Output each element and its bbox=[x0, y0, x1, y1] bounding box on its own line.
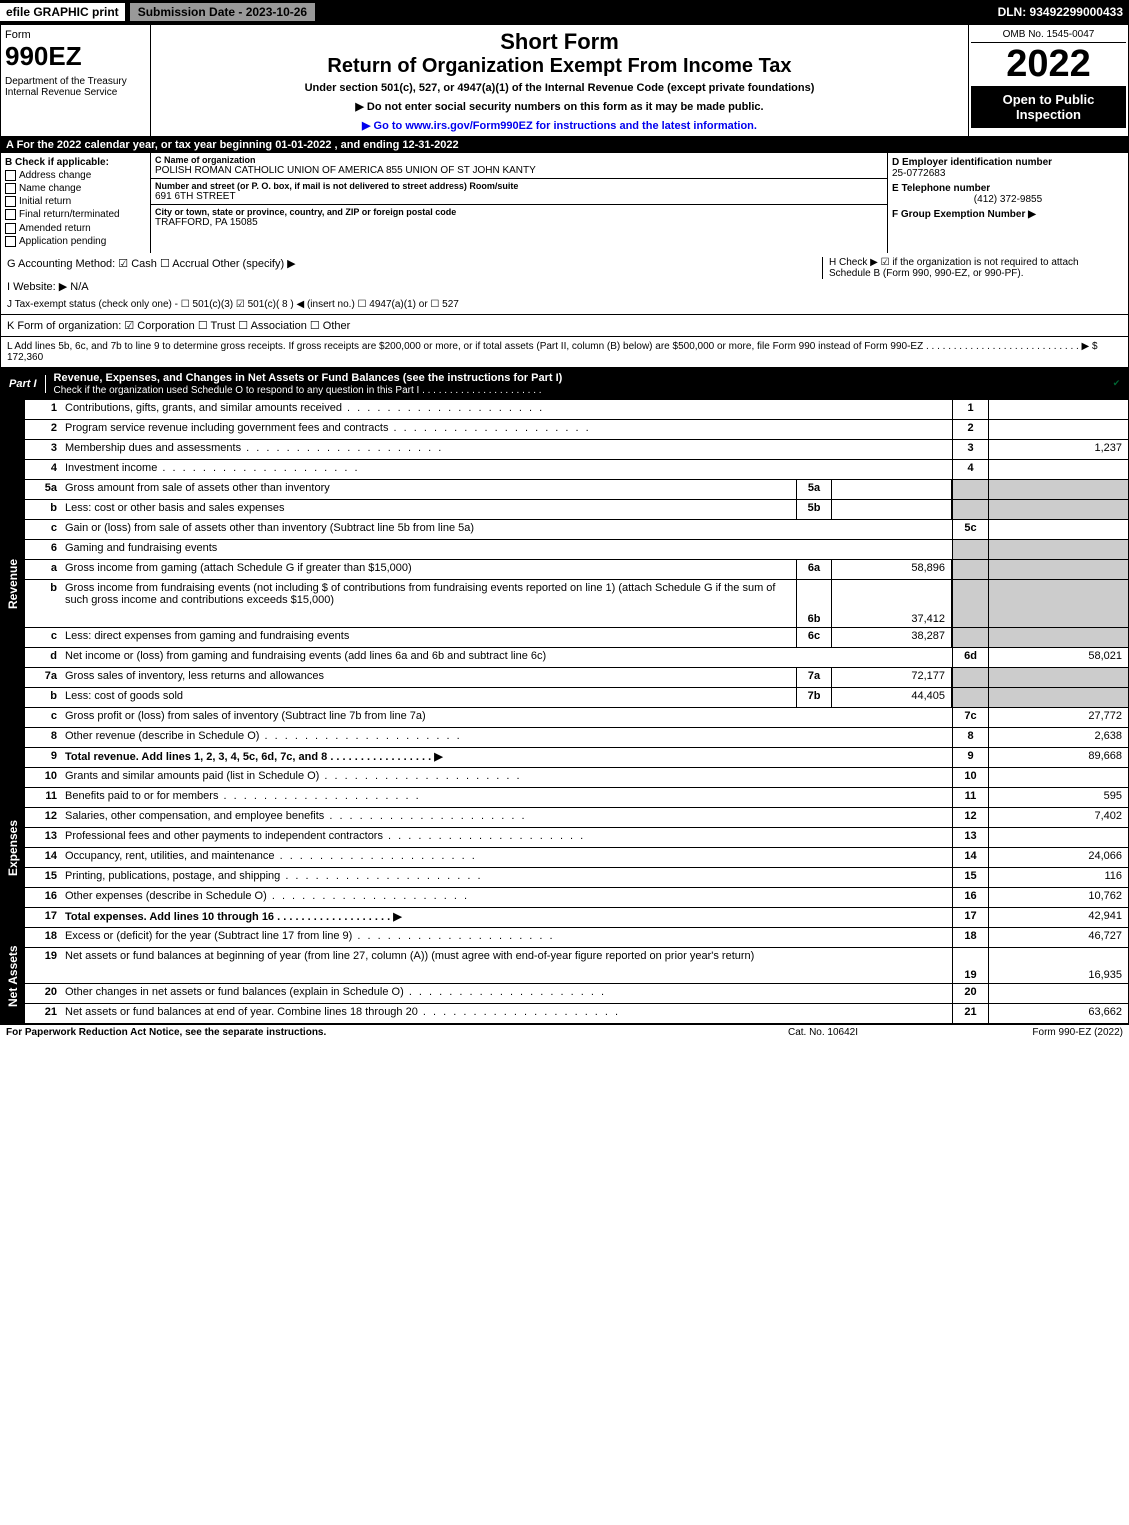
footer-mid: Cat. No. 10642I bbox=[723, 1027, 923, 1038]
column-c: C Name of organization POLISH ROMAN CATH… bbox=[151, 153, 888, 253]
line-6: 6Gaming and fundraising events bbox=[25, 540, 1128, 560]
footer-right: Form 990-EZ (2022) bbox=[923, 1027, 1123, 1038]
line-1: 1Contributions, gifts, grants, and simil… bbox=[25, 400, 1128, 420]
row-l: L Add lines 5b, 6c, and 7b to line 9 to … bbox=[0, 337, 1129, 368]
checkbox-initial-return[interactable]: Initial return bbox=[5, 196, 146, 207]
line-13: 13Professional fees and other payments t… bbox=[25, 828, 1128, 848]
page-footer: For Paperwork Reduction Act Notice, see … bbox=[0, 1024, 1129, 1040]
checkbox-address-change[interactable]: Address change bbox=[5, 170, 146, 181]
part-1-title: Revenue, Expenses, and Changes in Net As… bbox=[46, 369, 1108, 399]
department-label: Department of the Treasury Internal Reve… bbox=[5, 76, 146, 98]
row-h: H Check ▶ ☑ if the organization is not r… bbox=[822, 257, 1122, 279]
form-header: Form 990EZ Department of the Treasury In… bbox=[0, 24, 1129, 137]
telephone-label: E Telephone number bbox=[892, 183, 1124, 194]
org-name-label: C Name of organization bbox=[155, 155, 883, 165]
line-5a: 5aGross amount from sale of assets other… bbox=[25, 480, 1128, 500]
ein-label: D Employer identification number bbox=[892, 157, 1124, 168]
part-1-tab: Part I bbox=[1, 375, 46, 393]
line-18: 18Excess or (deficit) for the year (Subt… bbox=[25, 928, 1128, 948]
row-l-text: L Add lines 5b, 6c, and 7b to line 9 to … bbox=[7, 341, 1098, 352]
line-3: 3Membership dues and assessments31,237 bbox=[25, 440, 1128, 460]
line-11: 11Benefits paid to or for members11595 bbox=[25, 788, 1128, 808]
line-4: 4Investment income4 bbox=[25, 460, 1128, 480]
short-form-label: Short Form bbox=[155, 29, 964, 55]
row-i: I Website: ▶ N/A bbox=[7, 280, 1122, 293]
footer-left: For Paperwork Reduction Act Notice, see … bbox=[6, 1027, 723, 1038]
col-b-header: B Check if applicable: bbox=[5, 157, 146, 168]
city-state-zip: TRAFFORD, PA 15085 bbox=[155, 217, 883, 228]
line-6d: dNet income or (loss) from gaming and fu… bbox=[25, 648, 1128, 668]
line-15: 15Printing, publications, postage, and s… bbox=[25, 868, 1128, 888]
part-1-checkbox[interactable] bbox=[1108, 378, 1128, 390]
checkbox-final-return[interactable]: Final return/terminated bbox=[5, 209, 146, 220]
part-1-header: Part I Revenue, Expenses, and Changes in… bbox=[0, 368, 1129, 400]
column-d: D Employer identification number 25-0772… bbox=[888, 153, 1128, 253]
expenses-side-label: Expenses bbox=[1, 768, 25, 928]
line-5c: cGain or (loss) from sale of assets othe… bbox=[25, 520, 1128, 540]
line-14: 14Occupancy, rent, utilities, and mainte… bbox=[25, 848, 1128, 868]
open-to-public: Open to Public Inspection bbox=[971, 86, 1126, 128]
line-7c: cGross profit or (loss) from sales of in… bbox=[25, 708, 1128, 728]
column-b: B Check if applicable: Address change Na… bbox=[1, 153, 151, 253]
omb-number: OMB No. 1545-0047 bbox=[971, 27, 1126, 43]
form-title: Return of Organization Exempt From Incom… bbox=[155, 55, 964, 78]
line-19: 19Net assets or fund balances at beginni… bbox=[25, 948, 1128, 984]
form-number: 990EZ bbox=[5, 41, 146, 72]
top-bar: efile GRAPHIC print Submission Date - 20… bbox=[0, 0, 1129, 24]
line-6a: aGross income from gaming (attach Schedu… bbox=[25, 560, 1128, 580]
ssn-warning: ▶ Do not enter social security numbers o… bbox=[155, 100, 964, 113]
goto-link[interactable]: ▶ Go to www.irs.gov/Form990EZ for instru… bbox=[155, 119, 964, 132]
header-right: OMB No. 1545-0047 2022 Open to Public In… bbox=[968, 25, 1128, 136]
line-12: 12Salaries, other compensation, and empl… bbox=[25, 808, 1128, 828]
checkbox-amended-return[interactable]: Amended return bbox=[5, 223, 146, 234]
ein-value: 25-0772683 bbox=[892, 168, 1124, 179]
row-j: J Tax-exempt status (check only one) - ☐… bbox=[7, 299, 1122, 310]
checkbox-application-pending[interactable]: Application pending bbox=[5, 236, 146, 247]
submission-date: Submission Date - 2023-10-26 bbox=[129, 2, 316, 22]
revenue-side-label: Revenue bbox=[1, 400, 25, 768]
address-label: Number and street (or P. O. box, if mail… bbox=[155, 181, 883, 191]
city-label: City or town, state or province, country… bbox=[155, 207, 883, 217]
form-word: Form bbox=[5, 29, 146, 41]
line-5b: bLess: cost or other basis and sales exp… bbox=[25, 500, 1128, 520]
line-17: 17Total expenses. Add lines 10 through 1… bbox=[25, 908, 1128, 928]
section-g-h-i-j: G Accounting Method: ☑ Cash ☐ Accrual Ot… bbox=[0, 253, 1129, 315]
row-k: K Form of organization: ☑ Corporation ☐ … bbox=[0, 315, 1129, 337]
line-21: 21Net assets or fund balances at end of … bbox=[25, 1004, 1128, 1024]
header-left: Form 990EZ Department of the Treasury In… bbox=[1, 25, 151, 136]
tax-year: 2022 bbox=[971, 43, 1126, 86]
part-1-lines: Revenue 1Contributions, gifts, grants, a… bbox=[0, 400, 1129, 1024]
netassets-side-label: Net Assets bbox=[1, 928, 25, 1024]
dln-label: DLN: 93492299000433 bbox=[998, 5, 1129, 19]
info-block: B Check if applicable: Address change Na… bbox=[0, 153, 1129, 253]
line-2: 2Program service revenue including gover… bbox=[25, 420, 1128, 440]
telephone-value: (412) 372-9855 bbox=[892, 194, 1124, 205]
line-20: 20Other changes in net assets or fund ba… bbox=[25, 984, 1128, 1004]
efile-label: efile GRAPHIC print bbox=[0, 3, 125, 21]
line-16: 16Other expenses (describe in Schedule O… bbox=[25, 888, 1128, 908]
org-name: POLISH ROMAN CATHOLIC UNION OF AMERICA 8… bbox=[155, 165, 883, 176]
checkbox-name-change[interactable]: Name change bbox=[5, 183, 146, 194]
line-8: 8Other revenue (describe in Schedule O)8… bbox=[25, 728, 1128, 748]
row-l-amount: 172,360 bbox=[7, 352, 43, 363]
line-9: 9Total revenue. Add lines 1, 2, 3, 4, 5c… bbox=[25, 748, 1128, 768]
row-a-tax-year: A For the 2022 calendar year, or tax yea… bbox=[0, 137, 1129, 153]
line-7a: 7aGross sales of inventory, less returns… bbox=[25, 668, 1128, 688]
line-10: 10Grants and similar amounts paid (list … bbox=[25, 768, 1128, 788]
line-6c: cLess: direct expenses from gaming and f… bbox=[25, 628, 1128, 648]
line-6b: bGross income from fundraising events (n… bbox=[25, 580, 1128, 628]
irs-link[interactable]: ▶ Go to www.irs.gov/Form990EZ for instru… bbox=[362, 120, 757, 132]
street-address: 691 6TH STREET bbox=[155, 191, 883, 202]
line-7b: bLess: cost of goods sold7b44,405 bbox=[25, 688, 1128, 708]
group-exemption-label: F Group Exemption Number ▶ bbox=[892, 209, 1124, 220]
form-subtitle: Under section 501(c), 527, or 4947(a)(1)… bbox=[155, 82, 964, 94]
header-mid: Short Form Return of Organization Exempt… bbox=[151, 25, 968, 136]
